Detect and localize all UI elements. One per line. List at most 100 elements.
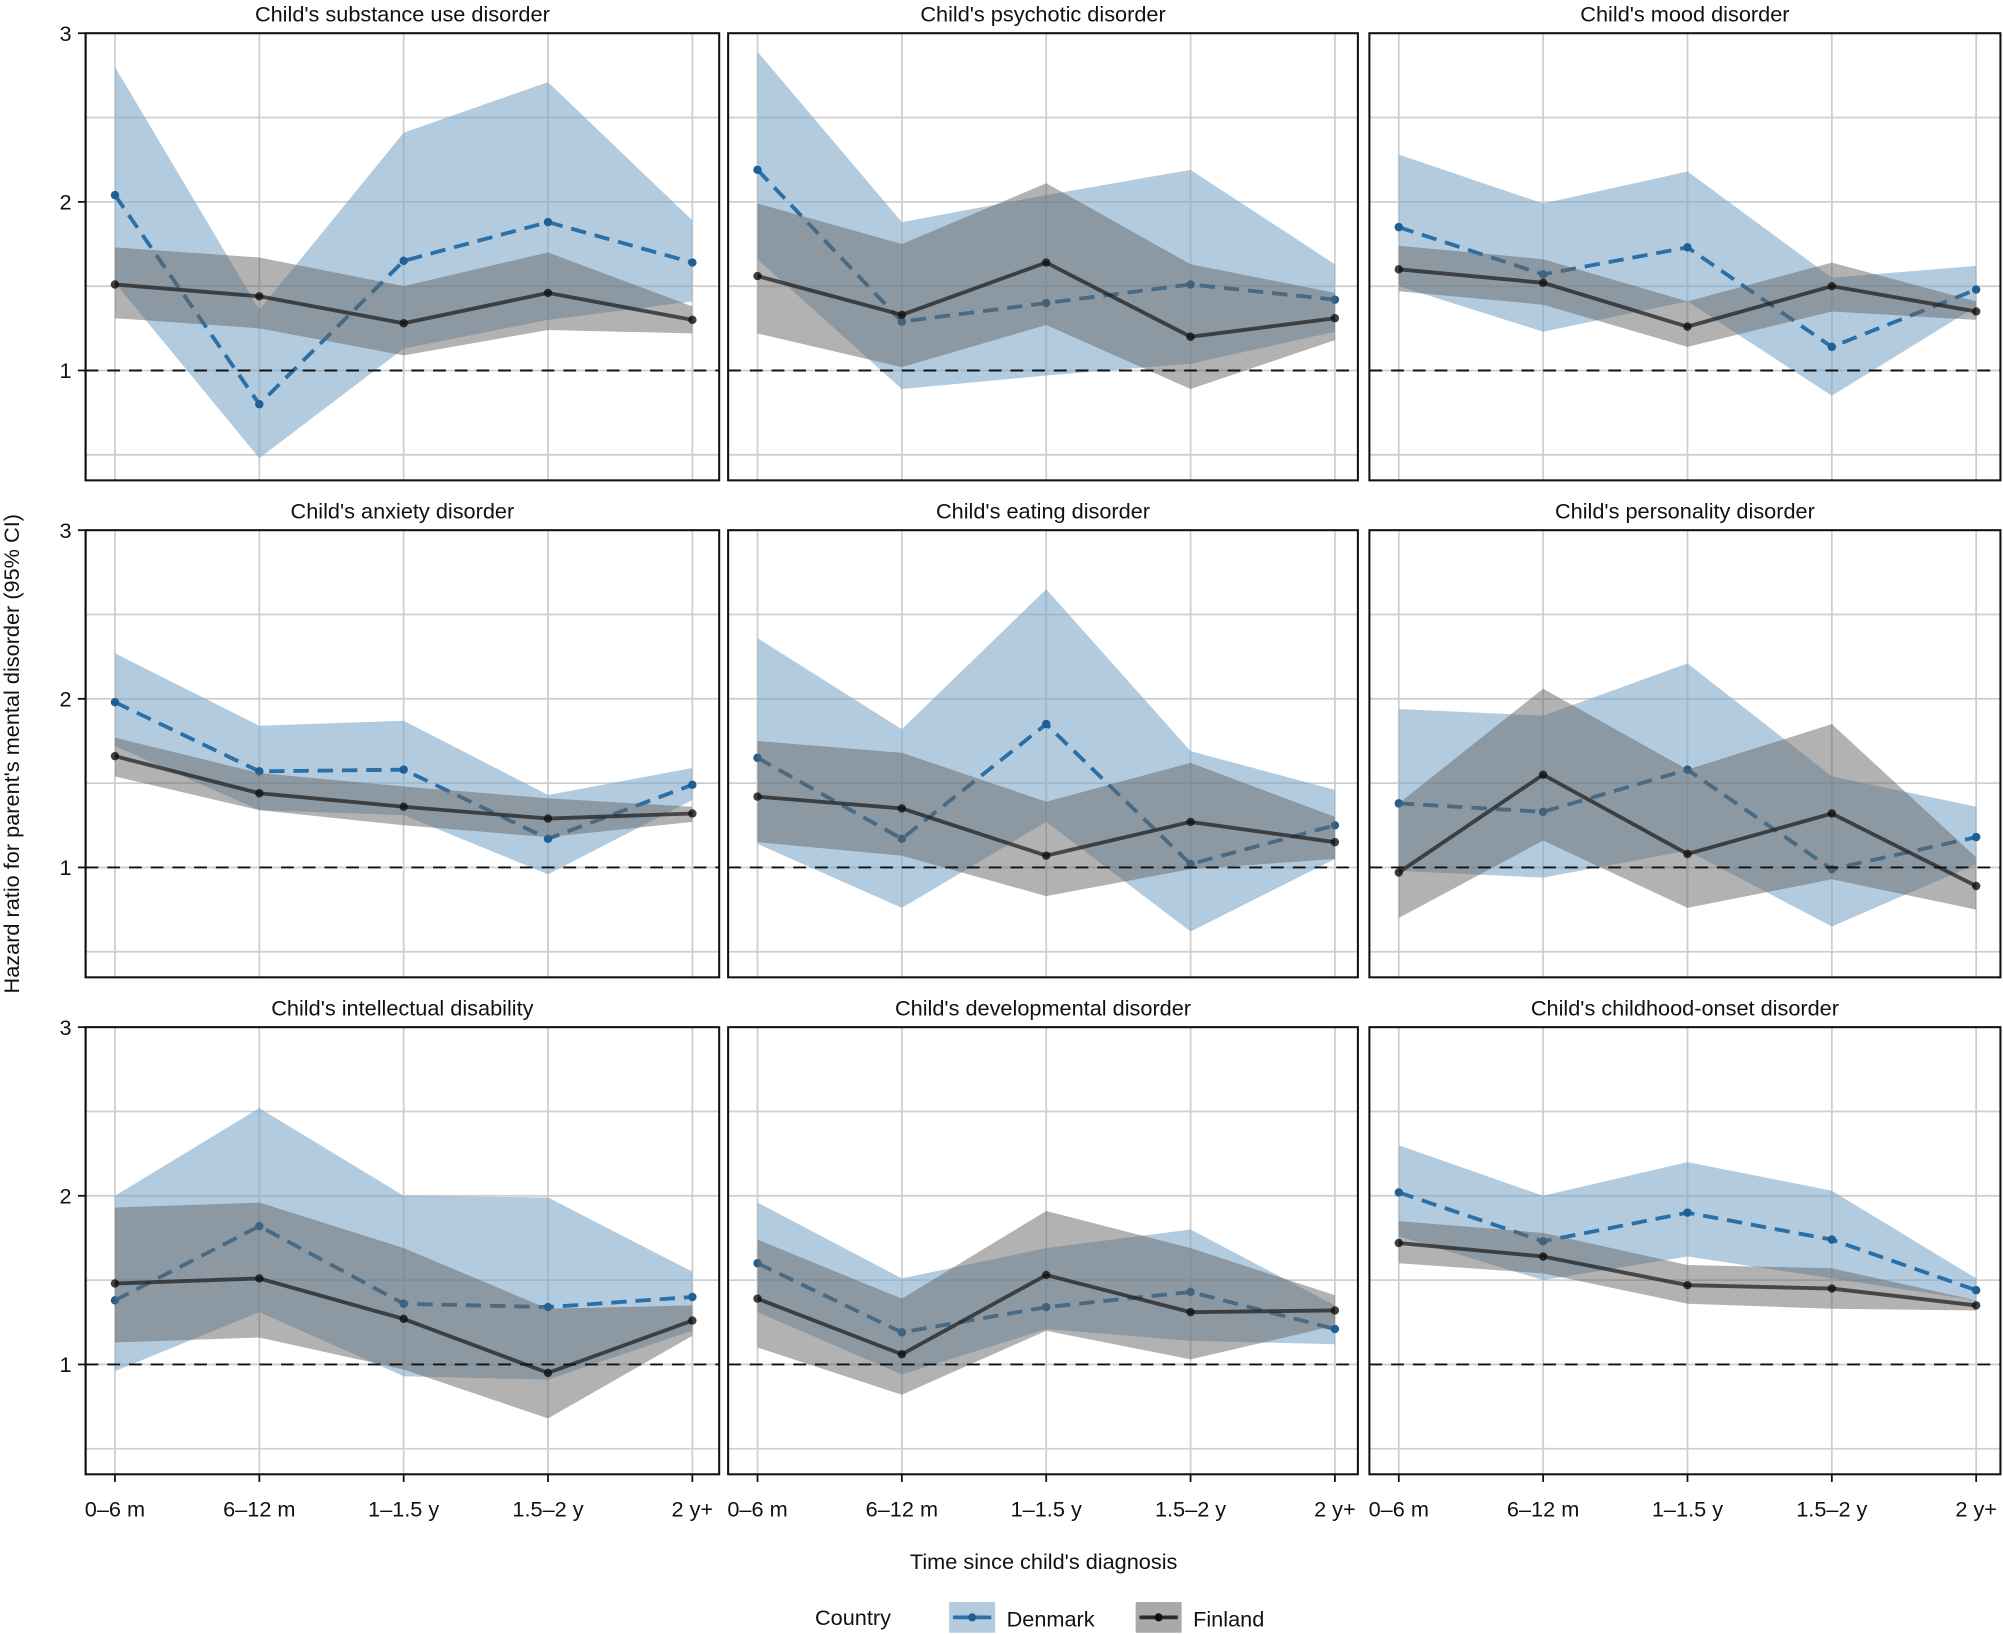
data-point-finland	[1394, 1238, 1403, 1248]
panel-title: Child's anxiety disorder	[291, 499, 515, 524]
data-point-finland	[543, 288, 553, 298]
data-point-denmark	[1683, 243, 1692, 252]
data-point-finland	[1971, 1301, 1981, 1310]
x-tick-label: 1–1.5 y	[1652, 1496, 1723, 1521]
data-point-finland	[1394, 265, 1403, 274]
y-tick-label: 2	[59, 1183, 71, 1208]
data-point-finland	[753, 1294, 762, 1303]
data-point-finland	[753, 792, 762, 801]
series-line-denmark	[113, 194, 693, 408]
ci-ribbon-finland	[1398, 688, 1977, 919]
data-point-finland	[688, 1316, 697, 1325]
data-point-finland	[255, 1274, 264, 1283]
data-point-finland	[1330, 837, 1340, 847]
data-point-finland	[543, 1368, 553, 1378]
panel-5: Child's eating disorder	[727, 499, 1359, 979]
panel-2: Child's psychotic disorder	[727, 2, 1359, 482]
data-point-finland	[897, 1350, 907, 1359]
data-point-finland	[1186, 817, 1195, 827]
legend-marker-finland	[1154, 1613, 1163, 1622]
legend-label-denmark: Denmark	[1007, 1606, 1095, 1631]
panel-title: Child's developmental disorder	[895, 996, 1191, 1021]
x-tick-label: 1.5–2 y	[1796, 1496, 1867, 1521]
x-tick-label: 0–6 m	[85, 1496, 145, 1521]
data-point-denmark	[399, 765, 408, 774]
x-tick-label: 2 y+	[1955, 1496, 1997, 1521]
data-point-denmark	[110, 190, 120, 200]
data-point-finland	[1538, 770, 1548, 779]
panel-title: Child's psychotic disorder	[920, 2, 1165, 27]
y-tick-label: 3	[59, 1015, 71, 1040]
x-axis-label: Time since child's diagnosis	[910, 1549, 1178, 1574]
data-point-finland	[1827, 809, 1837, 818]
data-point-denmark	[688, 1292, 697, 1302]
y-axis-label: Hazard ratio for parent's mental disorde…	[0, 514, 24, 993]
y-tick-label: 2	[59, 190, 71, 215]
x-tick-label: 6–12 m	[1507, 1496, 1579, 1521]
ci-ribbon-finland	[757, 740, 1335, 897]
legend-title: Country	[815, 1605, 891, 1630]
data-point-denmark	[1971, 832, 1981, 842]
x-tick-label: 2 y+	[672, 1496, 714, 1521]
y-tick-label: 1	[59, 1352, 71, 1377]
data-point-denmark	[399, 256, 408, 266]
legend-item-denmark[interactable]: Denmark	[949, 1602, 1095, 1633]
data-point-denmark	[1827, 1235, 1837, 1244]
data-point-denmark	[110, 697, 120, 707]
data-point-finland	[1683, 322, 1692, 331]
data-point-denmark	[1971, 285, 1981, 294]
data-point-finland	[897, 804, 907, 813]
data-point-denmark	[688, 780, 697, 790]
data-point-denmark	[753, 165, 762, 175]
data-point-denmark	[1041, 719, 1051, 729]
data-point-finland	[399, 1314, 408, 1324]
panel-title: Child's mood disorder	[1580, 2, 1789, 27]
y-tick-label: 1	[59, 855, 71, 880]
panel-border	[1368, 529, 2002, 979]
data-point-denmark	[1971, 1286, 1981, 1295]
data-point-finland	[1827, 281, 1837, 291]
panel-title: Child's personality disorder	[1555, 499, 1815, 524]
data-point-finland	[255, 292, 264, 301]
data-point-finland	[1330, 313, 1340, 323]
panel-4: Child's anxiety disorder 1 2 3	[59, 499, 721, 979]
data-point-finland	[897, 310, 907, 320]
data-point-denmark	[688, 258, 697, 267]
data-point-finland	[688, 809, 697, 818]
panel-title: Child's childhood-onset disorder	[1531, 996, 1839, 1021]
data-point-denmark	[1827, 342, 1837, 352]
data-point-finland	[1971, 881, 1981, 891]
x-tick-label: 0–6 m	[1369, 1496, 1429, 1521]
data-point-finland	[543, 814, 553, 823]
data-point-finland	[1683, 1280, 1692, 1290]
ci-ribbon-finland	[1398, 245, 1977, 347]
x-tick-label: 2 y+	[1314, 1496, 1356, 1521]
data-point-finland	[688, 315, 697, 325]
panel-7: Child's intellectual disability 1 2 3 0–6 m 6…	[59, 996, 721, 1521]
x-tick-label: 6–12 m	[866, 1496, 938, 1521]
ci-ribbon-finland	[114, 737, 693, 838]
data-point-finland	[1971, 307, 1981, 316]
y-tick-label: 3	[59, 518, 71, 543]
panel-border	[1368, 1026, 2002, 1476]
data-point-finland	[1041, 258, 1051, 267]
panel-title: Child's eating disorder	[936, 499, 1150, 524]
data-point-finland	[1827, 1284, 1837, 1293]
panel-8: Child's developmental disorder 0–6 m 6–12 …	[727, 996, 1359, 1521]
panel-border	[1368, 32, 2002, 482]
legend: Country Denmark Finland	[815, 1602, 1264, 1633]
panel-6: Child's personality disorder	[1368, 499, 2002, 979]
x-tick-label: 1.5–2 y	[512, 1496, 583, 1521]
panel-border	[727, 32, 1359, 482]
panels: Child's substance use disorder123Child's…	[59, 2, 2002, 1521]
ci-ribbon-denmark	[1398, 154, 1977, 396]
legend-marker-denmark	[968, 1613, 977, 1622]
data-point-denmark	[543, 217, 553, 227]
data-point-finland	[110, 751, 120, 761]
legend-item-finland[interactable]: Finland	[1135, 1602, 1265, 1633]
legend-label-finland: Finland	[1193, 1606, 1264, 1631]
data-point-finland	[1394, 868, 1403, 877]
data-point-finland	[1538, 278, 1548, 288]
data-point-finland	[399, 802, 408, 811]
